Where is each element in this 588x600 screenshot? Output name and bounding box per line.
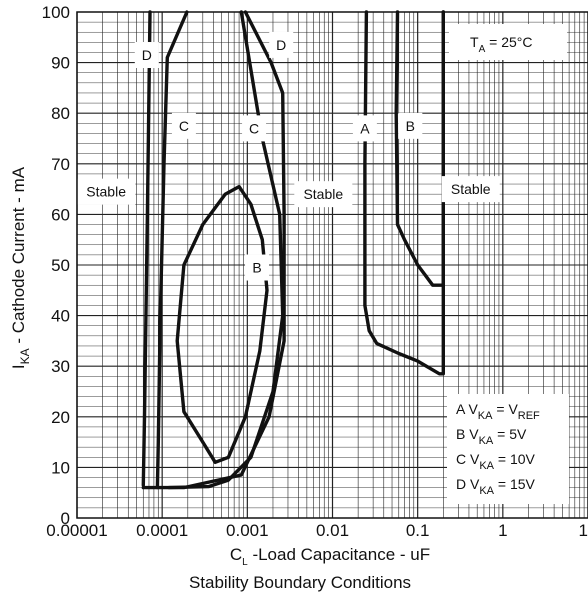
y-tick-label: 0	[61, 509, 70, 528]
y-axis-title-main: I	[9, 364, 28, 369]
region-label-box	[441, 176, 500, 203]
legend-box	[447, 394, 569, 504]
x-tick-label: 0.001	[226, 521, 269, 540]
y-axis-title: IKA - Cathode Current - mA	[9, 166, 32, 369]
y-tick-label: 60	[51, 205, 70, 224]
region-label-box	[134, 42, 159, 69]
legend-entry-part: = 5V	[493, 426, 527, 442]
x-axis-title-main: C	[230, 545, 242, 564]
x-tick-label: 1	[498, 521, 507, 540]
legend-entry: B VKA = 5V	[456, 426, 527, 447]
temp-symbol-sub: A	[479, 44, 486, 55]
region-label: Stable	[303, 186, 343, 202]
region-label-box	[171, 112, 196, 139]
legend-entry: D VKA = 15V	[456, 476, 536, 497]
y-tick-label: 70	[51, 155, 70, 174]
x-tick-label: 0.00001	[46, 521, 107, 540]
chart-series	[141, 10, 445, 490]
legend-entry-part: KA	[479, 435, 494, 447]
region-label-box	[245, 254, 270, 281]
legend-entry-part: KA	[479, 485, 494, 497]
x-tick-label: 0.1	[406, 521, 430, 540]
y-tick-label: 90	[51, 54, 70, 73]
region-label-box	[242, 115, 267, 142]
x-axis-title: CL -Load Capacitance - uF	[230, 545, 430, 568]
region-label-box	[352, 115, 377, 142]
legend-entry-part: = V	[492, 401, 518, 417]
legend-entry: C VKA = 10V	[456, 451, 536, 472]
chart-title: Stability Boundary Conditions	[189, 573, 411, 592]
region-label: Stable	[86, 184, 126, 200]
plot-frame	[76, 11, 588, 519]
y-tick-label: 30	[51, 357, 70, 376]
region-label: Stable	[451, 181, 491, 197]
region-label: C	[179, 118, 189, 134]
series-C-right-boundary	[167, 10, 285, 490]
x-tick-label: 10	[579, 521, 588, 540]
series-B-loop	[175, 184, 269, 464]
legend-entry: A VKA = VREF	[456, 401, 540, 422]
region-label: B	[406, 118, 415, 134]
y-tick-label: 10	[51, 458, 70, 477]
legend-entry-part: KA	[478, 410, 493, 422]
series-D-left-boundary	[141, 10, 152, 487]
legend-entry-part: A V	[456, 401, 478, 417]
y-axis-title-sub: KA	[18, 348, 32, 364]
y-axis-title-rest: - Cathode Current - mA	[9, 166, 28, 348]
region-label: D	[276, 37, 286, 53]
series-B-boundary	[394, 10, 445, 287]
y-tick-label: 40	[51, 307, 70, 326]
region-label-box	[398, 112, 423, 139]
x-tick-label: 0.0001	[136, 521, 188, 540]
region-label-box	[269, 31, 294, 58]
y-tick-label: 80	[51, 104, 70, 123]
legend-entry-part: B V	[456, 426, 479, 442]
region-label-box	[77, 178, 136, 205]
region-label: A	[360, 120, 370, 136]
y-tick-label: 100	[42, 3, 70, 22]
x-axis-title-sub: L	[242, 557, 248, 568]
temp-value: = 25°C	[485, 34, 532, 50]
region-label-box	[294, 181, 353, 208]
legend-entry-part: KA	[479, 460, 494, 472]
legend-entry-part: = 15V	[494, 476, 536, 492]
temperature-annotation: TA = 25°C	[449, 24, 567, 60]
region-label: D	[142, 47, 152, 63]
region-labels: Stable Stable Stable D D C C B B A	[77, 31, 500, 281]
legend-entry-part: D V	[456, 476, 480, 492]
series-A-boundary	[363, 10, 445, 376]
x-tick-label: 0.01	[316, 521, 349, 540]
region-label: B	[252, 260, 261, 276]
series-D-right-boundary	[141, 10, 286, 490]
legend-entry-part: = 10V	[494, 451, 536, 467]
region-label: C	[249, 120, 259, 136]
y-tick-label: 20	[51, 408, 70, 427]
tick-labels: 0.000010.00010.0010.010.1110010203040506…	[42, 3, 588, 540]
x-axis-title-rest: -Load Capacitance - uF	[248, 545, 430, 564]
temp-symbol: T	[470, 34, 479, 50]
legend-entry-part: C V	[456, 451, 480, 467]
svg-text:TA = 25°C: TA = 25°C	[470, 34, 532, 55]
legend-entry-part: REF	[518, 410, 540, 422]
y-tick-label: 50	[51, 256, 70, 275]
series-C-left-boundary	[155, 10, 189, 490]
